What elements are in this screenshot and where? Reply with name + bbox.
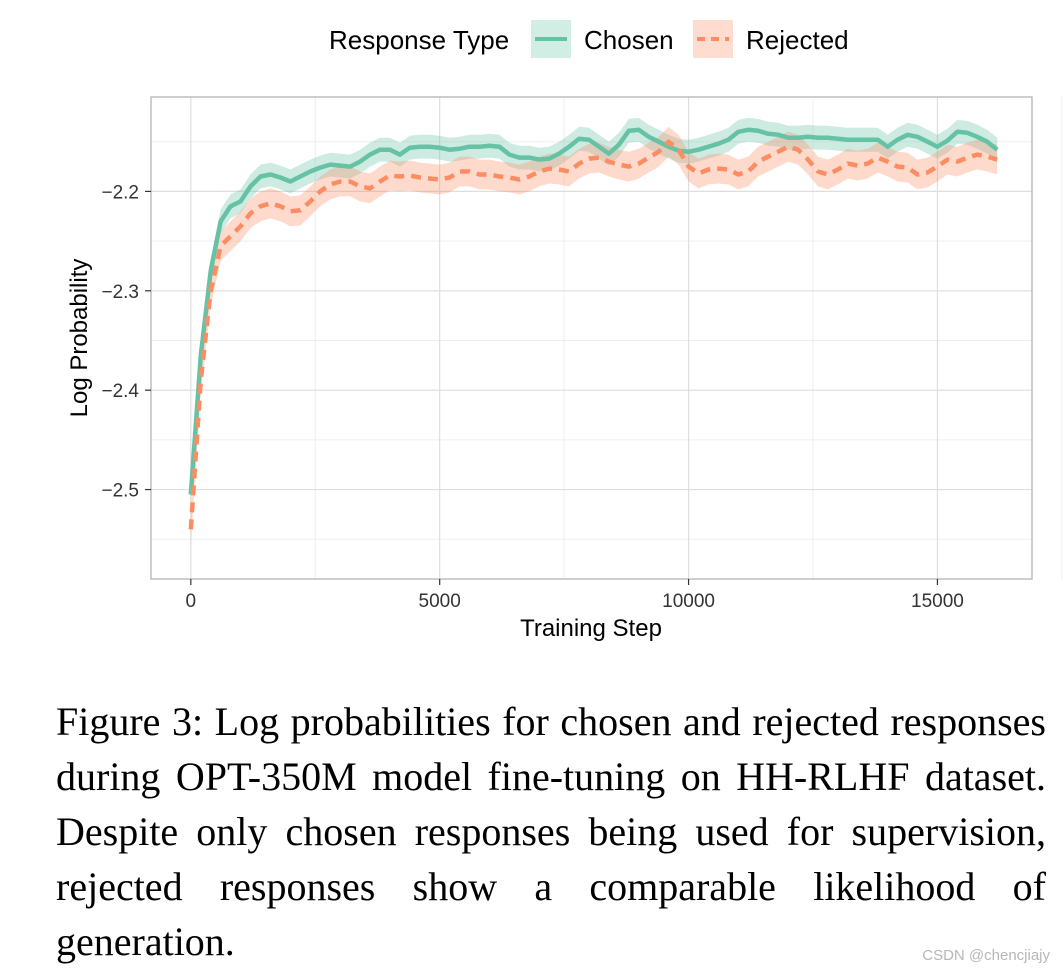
legend-label-chosen: Chosen bbox=[584, 25, 674, 55]
x-tick-label: 0 bbox=[186, 591, 197, 612]
x-axis-title: Training Step bbox=[520, 615, 662, 642]
rejected-confidence-band bbox=[190, 126, 998, 545]
x-tick-label: 5000 bbox=[419, 591, 461, 612]
x-tick-label: 10000 bbox=[662, 591, 715, 612]
chosen-series-line bbox=[188, 127, 999, 495]
plot-border bbox=[150, 96, 1033, 580]
series-lines bbox=[188, 127, 999, 530]
axis-ticks: 0 5000 10000 15000 −2.2 −2.3 −2.4 −2.5 bbox=[101, 182, 963, 612]
chart: Response Type Chosen Rejected 0 5000 10000… bbox=[66, 20, 1063, 642]
y-tick-label: −2.5 bbox=[101, 481, 139, 502]
y-tick-label: −2.4 bbox=[101, 381, 139, 402]
legend-title: Response Type bbox=[329, 25, 509, 55]
watermark: CSDN @chencjiajy bbox=[922, 947, 1050, 964]
y-tick-label: −2.3 bbox=[101, 282, 139, 303]
grid bbox=[151, 97, 1063, 579]
confidence-bands bbox=[190, 117, 998, 545]
y-axis-title: Log Probability bbox=[66, 259, 93, 418]
rejected-series-line bbox=[188, 139, 998, 530]
figure-caption: Figure 3: Log probabilities for chosen a… bbox=[56, 699, 1046, 964]
legend: Response Type Chosen Rejected bbox=[329, 20, 849, 58]
x-tick-label: 15000 bbox=[911, 591, 964, 612]
legend-label-rejected: Rejected bbox=[746, 25, 849, 55]
y-tick-label: −2.2 bbox=[101, 182, 139, 203]
